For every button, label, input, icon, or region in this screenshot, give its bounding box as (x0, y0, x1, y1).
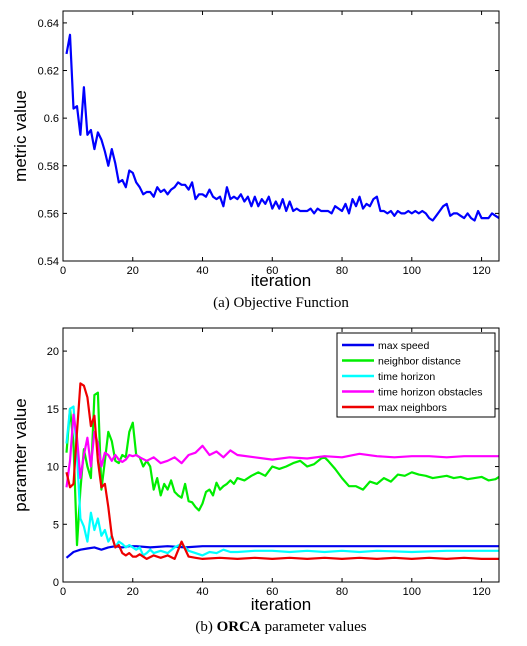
legend-label: neighbor distance (378, 356, 461, 368)
legend-label: max neighbors (378, 402, 447, 414)
orca-parameter-chart: 0 20 40 60 80 100 120 0 5 10 15 20 iteration param… (11, 327, 500, 635)
y-tick-label: 0.58 (38, 161, 59, 173)
x-tick-label: 120 (472, 265, 490, 277)
legend-label: max speed (378, 340, 430, 352)
y-tick-label: 5 (53, 519, 59, 531)
x-tick-label: 0 (60, 265, 66, 277)
y-tick-label: 0 (53, 577, 59, 589)
x-axis-label-a: iteration (251, 271, 311, 290)
series-line-neighbor-distance (65, 391, 500, 547)
axes-box-a (62, 10, 500, 262)
objective-function-chart: 0 20 40 60 80 100 120 0.540.560.580.60.620.64 … (11, 10, 500, 311)
caption-b-prefix: (b) (195, 619, 216, 635)
series-line-max-speed (65, 545, 499, 559)
x-axis-label-b: iteration (251, 595, 311, 614)
series-line-time-horizon (65, 405, 499, 557)
legend-label: time horizon obstacles (378, 387, 482, 399)
y-tick-label: 0.64 (38, 18, 59, 30)
y-axis-label-a: metric value (11, 90, 30, 182)
y-tick-label: 0.62 (38, 66, 59, 78)
caption-b-suffix: parameter values (261, 619, 367, 635)
caption-a: (a) Objective Function (213, 295, 349, 311)
y-tick-label: 0.6 (44, 113, 59, 125)
x-tick-label: 100 (403, 265, 421, 277)
y-tick-label: 0.56 (38, 208, 59, 220)
legend: max speed neighbor distance time horizon ti… (336, 332, 496, 418)
series-line-objective (65, 33, 500, 222)
y-tick-label: 10 (47, 462, 59, 474)
series-line-max-neighbors (65, 382, 499, 561)
x-tick-label: 20 (127, 265, 139, 277)
caption-b-bold: ORCA (217, 619, 261, 635)
x-tick-label: 60 (266, 265, 278, 277)
x-tick-label: 0 (60, 586, 66, 598)
legend-label: time horizon (378, 371, 435, 383)
axes-box-b (62, 327, 500, 583)
y-tick-label: 20 (47, 346, 59, 358)
x-tick-label: 80 (336, 265, 348, 277)
y-tick-label: 15 (47, 404, 59, 416)
x-tick-label: 80 (336, 586, 348, 598)
y-axis-label-b: paramter value (11, 398, 30, 511)
x-tick-label: 40 (196, 586, 208, 598)
x-tick-label: 40 (196, 265, 208, 277)
x-tick-label: 100 (403, 586, 421, 598)
y-tick-label: 0.54 (38, 256, 59, 268)
x-tick-label: 120 (472, 586, 490, 598)
caption-b: (b) ORCA parameter values (195, 619, 366, 635)
x-tick-label: 60 (266, 586, 278, 598)
plot-area-a (65, 33, 500, 222)
plot-area-b (65, 382, 500, 561)
x-tick-label: 20 (127, 586, 139, 598)
